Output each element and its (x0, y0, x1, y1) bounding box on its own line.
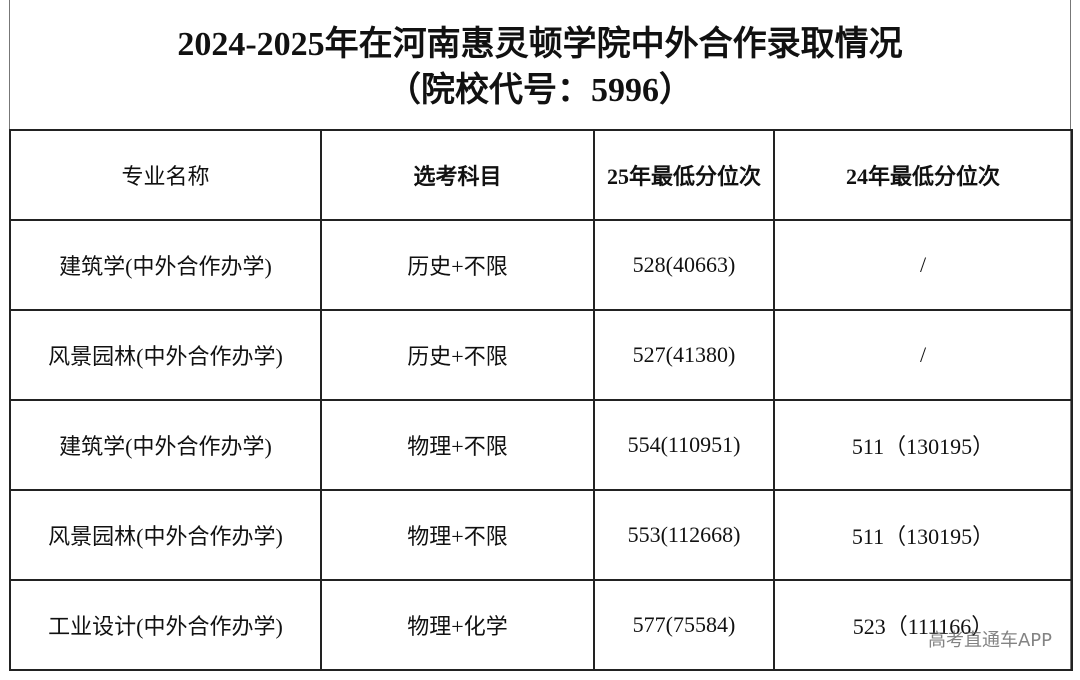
table-cell: / (773, 309, 1073, 401)
column-header: 专业名称 (9, 129, 322, 221)
table-row: 建筑学(中外合作办学) 物理+不限 554(110951) 511（130195） (9, 399, 1073, 491)
column-header: 选考科目 (320, 129, 595, 221)
header-row: 专业名称 选考科目 25年最低分位次 24年最低分位次 (9, 129, 1073, 221)
table-cell: 建筑学(中外合作办学) (9, 399, 322, 491)
table-cell: 511（130195） (773, 489, 1073, 581)
table-row: 风景园林(中外合作办学) 历史+不限 527(41380) / (9, 309, 1073, 401)
table-cell: 物理+不限 (320, 399, 595, 491)
title-line: 2024-2025年在河南惠灵顿学院中外合作录取情况 (177, 26, 903, 63)
table-cell: / (773, 219, 1073, 311)
table-cell: 577(75584) (593, 579, 775, 671)
table-cell: 历史+不限 (320, 309, 595, 401)
table-cell: 523（111166） (773, 579, 1073, 671)
table-cell: 511（130195） (773, 399, 1073, 491)
table-row: 工业设计(中外合作办学) 物理+化学 577(75584) 523（111166） (9, 579, 1073, 671)
table-cell: 527(41380) (593, 309, 775, 401)
table-row: 风景园林(中外合作办学) 物理+不限 553(112668) 511（130195） (9, 489, 1073, 581)
title: 2024-2025年在河南惠灵顿学院中外合作录取情况 （院校代号：5996） (9, 22, 1071, 114)
table-cell: 物理+化学 (320, 579, 595, 671)
table: 专业名称 选考科目 25年最低分位次 24年最低分位次 建筑学(中外合作办学) 历史+不… (9, 129, 1073, 671)
table-cell: 风景园林(中外合作办学) (9, 489, 322, 581)
column-header: 25年最低分位次 (593, 129, 775, 221)
table-cell: 554(110951) (593, 399, 775, 491)
table-cell: 建筑学(中外合作办学) (9, 219, 322, 311)
table-row: 建筑学(中外合作办学) 历史+不限 528(40663) / (9, 219, 1073, 311)
table-cell: 553(112668) (593, 489, 775, 581)
table-cell: 工业设计(中外合作办学) (9, 579, 322, 671)
title-line: （院校代号：5996） (387, 72, 693, 109)
table-cell: 528(40663) (593, 219, 775, 311)
watermark: 高考直通车APP (927, 630, 1052, 651)
column-header: 24年最低分位次 (773, 129, 1073, 221)
table-cell: 风景园林(中外合作办学) (9, 309, 322, 401)
table-cell: 物理+不限 (320, 489, 595, 581)
table-cell: 历史+不限 (320, 219, 595, 311)
table-body: 建筑学(中外合作办学) 历史+不限 528(40663) / 风景园林(中外合作办学) 历… (9, 219, 1073, 671)
